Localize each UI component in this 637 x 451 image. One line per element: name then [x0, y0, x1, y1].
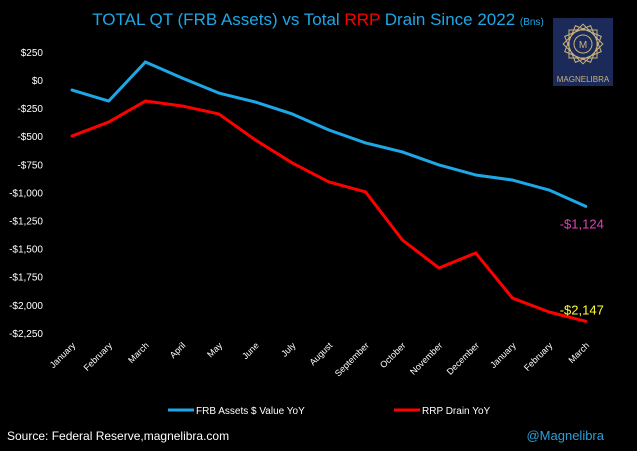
y-tick-label: -$750	[17, 160, 43, 171]
logo: M MAGNELIBRA	[553, 18, 613, 86]
x-tick-label: March	[566, 340, 591, 365]
data-point	[107, 120, 111, 124]
svg-text:M: M	[579, 40, 587, 51]
legend: FRB Assets $ Value YoY RRP Drain YoY	[168, 406, 491, 417]
y-tick-label: -$1,500	[9, 245, 43, 256]
y-tick-label: -$250	[17, 104, 43, 115]
data-point	[437, 163, 441, 167]
data-point	[180, 76, 184, 80]
data-point	[217, 91, 221, 95]
data-point	[327, 180, 331, 184]
data-point	[290, 161, 294, 165]
data-point	[254, 100, 257, 104]
x-tick-label: November	[408, 340, 444, 376]
x-tick-label: August	[307, 340, 334, 367]
y-tick-label: -$500	[17, 132, 43, 143]
data-point	[474, 173, 478, 177]
end-value-label: -$1,124	[560, 216, 604, 231]
data-point	[217, 112, 221, 116]
x-tick-label: December	[445, 340, 481, 376]
x-tick-label: April	[168, 340, 188, 360]
data-point	[327, 128, 331, 132]
data-point	[584, 204, 588, 208]
y-tick-label: -$1,250	[9, 217, 43, 228]
data-point	[107, 99, 111, 103]
x-tick-label: February	[82, 340, 115, 373]
source-text: Source: Federal Reserve,magnelibra.com	[7, 429, 229, 443]
data-point	[254, 138, 257, 142]
twitter-handle: @Magnelibra	[526, 428, 604, 443]
x-tick-label: May	[205, 340, 224, 359]
data-point	[290, 112, 294, 116]
logo-text: MAGNELIBRA	[557, 75, 610, 84]
y-tick-label: -$2,000	[9, 301, 43, 312]
chart-title: TOTAL QT (FRB Assets) vs Total RRP Drain…	[92, 10, 544, 29]
data-point	[70, 88, 74, 92]
y-tick-label: $250	[21, 48, 44, 59]
data-point	[400, 238, 404, 242]
data-point	[584, 319, 588, 323]
data-point	[547, 310, 551, 314]
x-tick-label: January	[48, 340, 78, 370]
data-point	[364, 190, 368, 194]
data-point	[547, 188, 551, 192]
x-tick-label: January	[488, 340, 518, 370]
data-point	[437, 266, 441, 270]
x-tick-label: June	[240, 340, 261, 361]
legend-label-rrp: RRP Drain YoY	[422, 406, 491, 417]
end-value-label: -$2,147	[560, 302, 604, 317]
data-point	[143, 60, 147, 64]
y-tick-label: $0	[32, 76, 44, 87]
y-tick-label: -$2,250	[9, 329, 43, 340]
x-tick-label: March	[126, 340, 151, 365]
y-tick-label: -$1,750	[9, 273, 43, 284]
x-tick-label: September	[333, 340, 371, 378]
data-point	[143, 99, 147, 103]
series-line-rrp	[71, 99, 587, 323]
series-line-frb	[71, 60, 587, 208]
data-point	[400, 150, 404, 154]
x-tick-label: February	[522, 340, 555, 373]
data-point	[474, 251, 478, 255]
x-tick-label: July	[279, 340, 298, 359]
data-point	[364, 141, 368, 145]
x-tick-label: October	[378, 340, 408, 370]
data-point	[510, 178, 514, 182]
y-tick-label: -$1,000	[9, 188, 43, 199]
data-point	[70, 134, 74, 138]
legend-label-frb: FRB Assets $ Value YoY	[196, 406, 305, 417]
data-point	[510, 296, 514, 300]
data-point	[180, 104, 184, 108]
